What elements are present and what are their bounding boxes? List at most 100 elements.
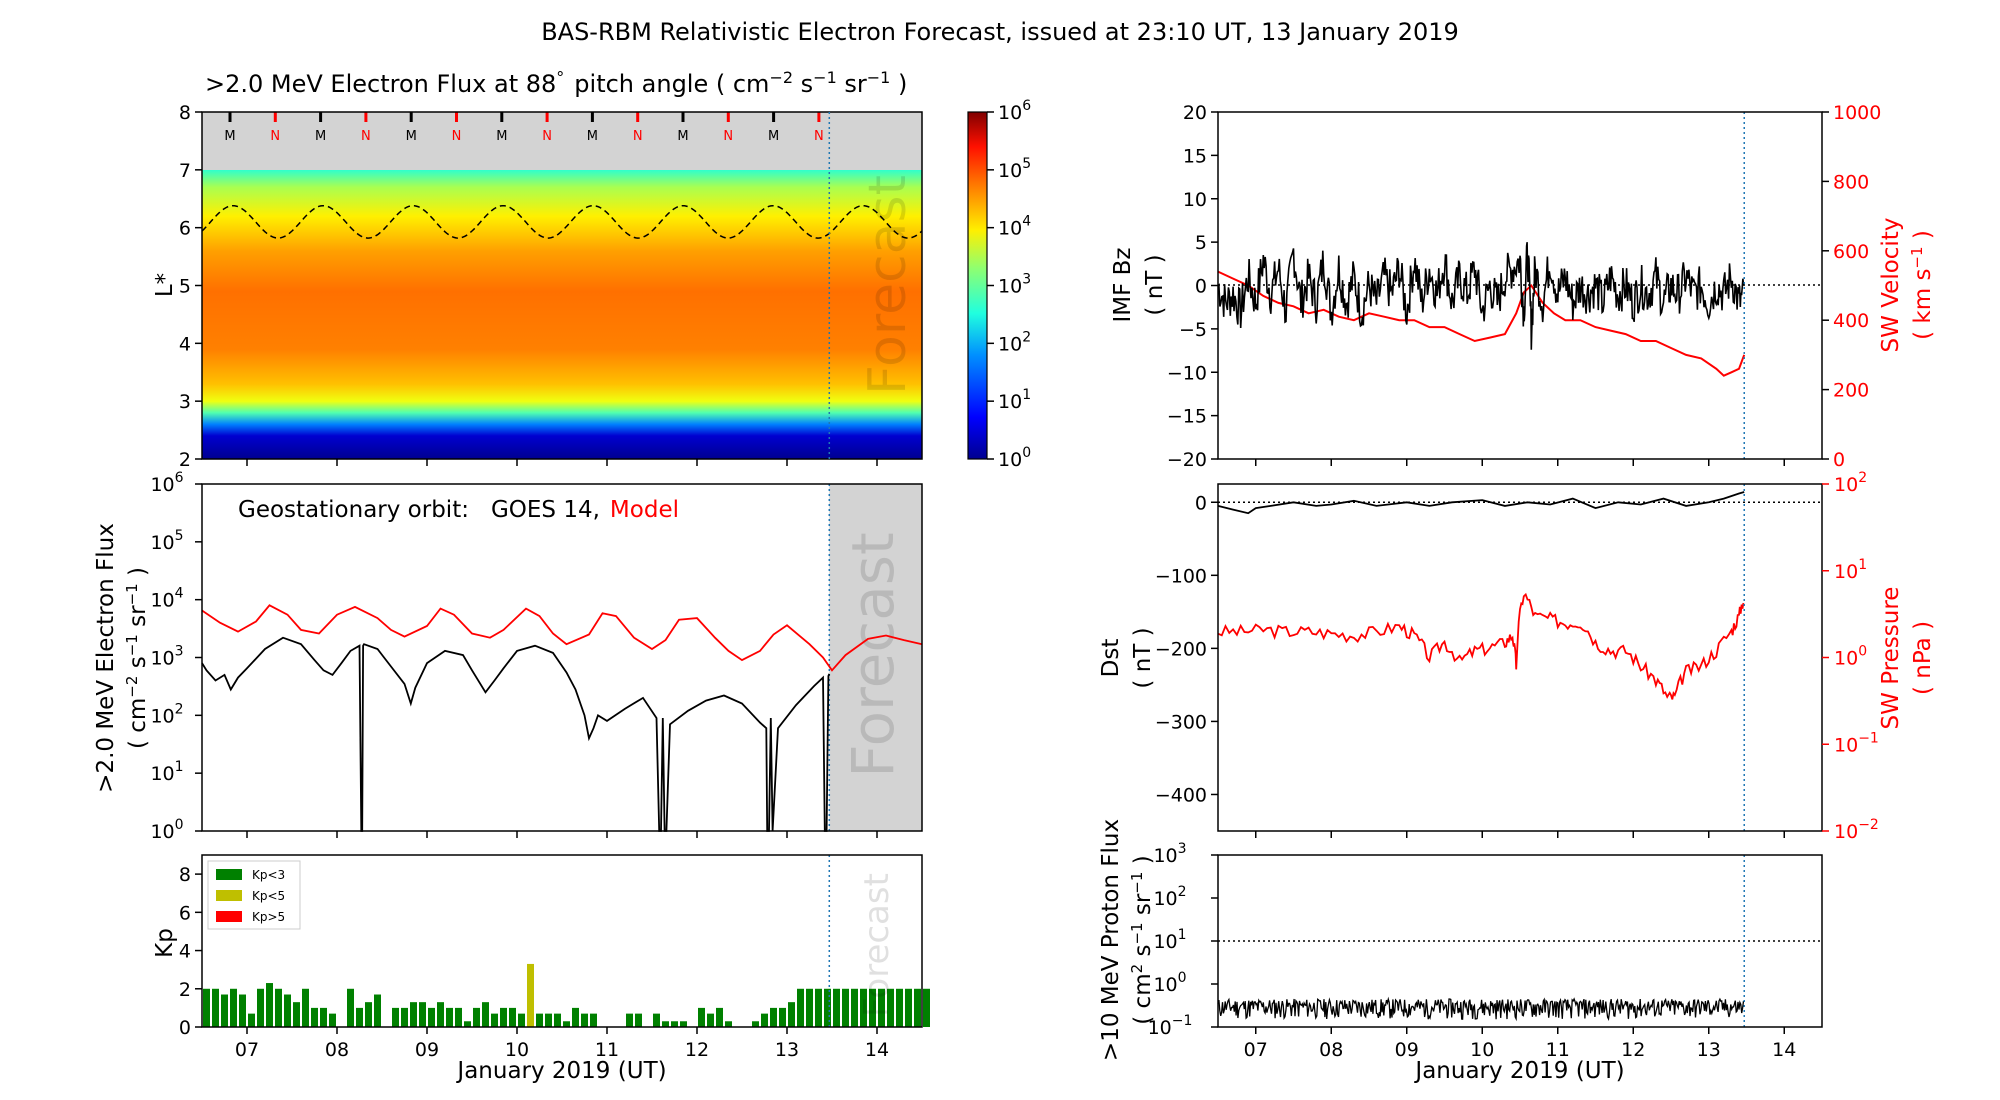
kp-x-tick-label: 08 [325,1039,349,1061]
colorbar-tick-label: 102 [998,329,1031,355]
kp-bar [320,1007,327,1027]
mn-marker-label: N [361,129,371,144]
kp-bar [428,1007,435,1027]
kp-bar [851,988,858,1027]
kp-bar [752,1021,759,1027]
psw-y-ticks: 10−2 10−1 100 101 102 [1822,470,1879,843]
vsw-y-tick-label: 800 [1833,171,1869,193]
kp-bar [653,1013,660,1027]
kp-bar [284,994,291,1027]
kp-x-tick-label: 14 [865,1039,889,1061]
kp-bar [761,1013,768,1027]
dst-y-tick-label: −400 [1155,784,1207,806]
psw-y-tick-label: 10−1 [1834,730,1879,756]
kp-bar [446,1007,453,1027]
kp-bar [680,1021,687,1027]
dst-frame [1217,483,1823,832]
colorbar-tick-label: 106 [998,98,1031,124]
kp-bar [311,1007,318,1027]
imf-y-tick-label: 10 [1183,189,1207,211]
kp-bar [707,1013,714,1027]
kp-bar [860,988,867,1027]
kp-bar [500,1007,507,1027]
kp-bar [815,988,822,1027]
vsw-y-ticks: 0 200 400 600 800 1000 [1822,102,1881,471]
vsw-y-tick-label: 1000 [1833,102,1881,124]
dst-y-tick-label: −300 [1155,711,1207,733]
colorbar-ticks: 100 101 102 103 104 105 106 [987,98,1031,471]
geo-y-tick-label: 101 [150,759,183,785]
dst-panel: Dst ( nT ) SW Pressure ( nPa ) −400−300−… [1098,470,1936,843]
heatmap-ylabel: L* [152,273,178,297]
proton-flux-line [1217,996,1745,1022]
kp-bar [419,1002,426,1027]
kp-bar [635,1013,642,1027]
kp-bar [896,988,903,1027]
kp-x-ticks: 07 08 09 10 11 12 13 14 [235,1027,889,1061]
geo-frame [201,483,923,832]
geo-y-tick-label: 103 [150,644,183,670]
right-xlabel: January 2019 (UT) [1413,1058,1624,1084]
kp-bar [923,988,930,1027]
proton-y-tick-label: 100 [1153,970,1186,996]
proton-ylabel-line1: >10 MeV Proton Flux [1098,819,1124,1061]
imf-y-tick-label: −5 [1179,319,1207,341]
dst-x-ticks [1255,831,1785,838]
kp-x-tick-label: 10 [505,1039,529,1061]
proton-panel: >10 MeV Proton Flux ( cm2 s−1 sr−1 ) 10−… [1098,819,1823,1084]
mn-marker-label: N [723,129,733,144]
kp-bar [770,1007,777,1027]
heatmap-forecast-label: Forecast [858,175,918,395]
kp-bar [725,1021,732,1027]
imf-x-ticks [1255,459,1785,466]
kp-bar [824,988,831,1027]
heatmap-y-tick-label: 2 [179,449,191,471]
kp-bar [869,988,876,1027]
kp-bar [491,1013,498,1027]
kp-bar [509,1007,516,1027]
heatmap-x-ticks [246,459,878,466]
kp-bar [518,1013,525,1027]
kp-bar [365,1002,372,1027]
geo-forecast-label: Forecast [839,532,907,777]
geo-goes14-line [201,636,831,832]
kp-bar [671,1021,678,1027]
heatmap-y-ticks: 2 3 4 5 6 7 8 [179,102,202,471]
geo-flux-panel: Forecast Geostationary orbit: GOES 14, Mod… [93,470,923,843]
mn-marker-label: M [587,129,598,144]
heatmap-y-tick-label: 7 [179,160,191,182]
geo-legend: Geostationary orbit: GOES 14, Model [238,497,679,523]
lstar-heatmap-panel: >2.0 MeV Electron Flux at 88° pitch angle… [152,68,1031,471]
kp-y-tick-label: 8 [179,864,191,886]
kp-ylabel: Kp [152,928,178,958]
kp-legend: Kp<3 Kp<5 Kp>5 [207,860,301,930]
kp-x-tick-label: 12 [685,1039,709,1061]
proton-x-tick-label: 14 [1772,1039,1796,1061]
kp-bar [239,994,246,1027]
kp-bars [203,963,930,1027]
kp-bar [212,988,219,1027]
kp-frame [201,854,923,1028]
heatmap-title: >2.0 MeV Electron Flux at 88° pitch angle… [205,68,907,98]
kp-bar [482,1002,489,1027]
colorbar-tick-label: 103 [998,272,1031,298]
kp-bar [716,1007,723,1027]
geo-y-tick-label: 100 [150,817,183,843]
kp-bar [473,1007,480,1027]
proton-x-tick-label: 12 [1621,1039,1645,1061]
kp-bar [581,1013,588,1027]
kp-legend-swatch-0 [216,869,242,880]
kp-x-tick-label: 11 [595,1039,619,1061]
kp-y-tick-label: 0 [179,1017,191,1039]
sw-velocity-line [1217,270,1746,377]
proton-y-tick-label: 103 [1153,841,1186,867]
kp-bar [797,988,804,1027]
kp-legend-label-1: Kp<5 [252,889,285,903]
kp-y-tick-label: 2 [179,979,191,1001]
kp-bar [662,1021,669,1027]
dst-y-ticks: −400 −300 −200 −100 0 [1155,492,1218,806]
kp-bar [275,988,282,1027]
kp-bar [401,1007,408,1027]
vsw-y-tick-label: 200 [1833,380,1869,402]
